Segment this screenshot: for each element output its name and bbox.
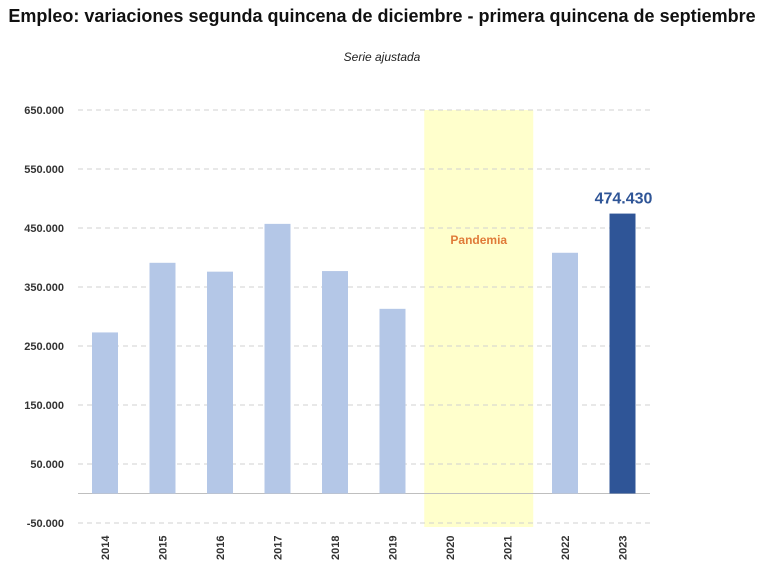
chart-subtitle: Serie ajustada [343,50,421,64]
y-tick-label: 450.000 [24,223,64,235]
y-tick-label: 50.000 [30,459,64,471]
y-tick-label: 550.000 [24,164,64,176]
pandemia-annotation: Pandemia [450,233,507,247]
x-tick-label: 2023 [618,536,630,560]
y-tick-label: 350.000 [24,282,64,294]
x-tick-label: 2017 [273,536,285,560]
y-tick-label: 250.000 [24,341,64,353]
shaded-region-pandemia [424,110,534,527]
bar-2014 [92,332,118,494]
bar-2018 [322,271,348,494]
y-tick-label: 150.000 [24,400,64,412]
x-tick-label: 2020 [445,536,457,560]
y-tick-label: -50.000 [27,518,64,530]
bar-2016 [207,271,233,494]
x-tick-label: 2016 [215,536,227,560]
x-tick-label: 2019 [388,536,400,560]
bar-2023 [609,213,636,494]
chart-title: Empleo: variaciones segunda quincena de … [8,6,756,26]
bar-2015 [149,262,176,494]
y-tick-label: 650.000 [24,105,64,117]
data-label-2023: 474.430 [595,191,653,208]
x-tick-label: 2015 [158,536,170,560]
bar-2022 [552,252,578,494]
x-tick-label: 2014 [100,535,112,560]
x-tick-label: 2018 [330,536,342,560]
bar-2017 [264,223,291,494]
x-tick-label: 2021 [503,536,515,560]
bar-2019 [379,308,406,494]
x-tick-label: 2022 [560,536,572,560]
